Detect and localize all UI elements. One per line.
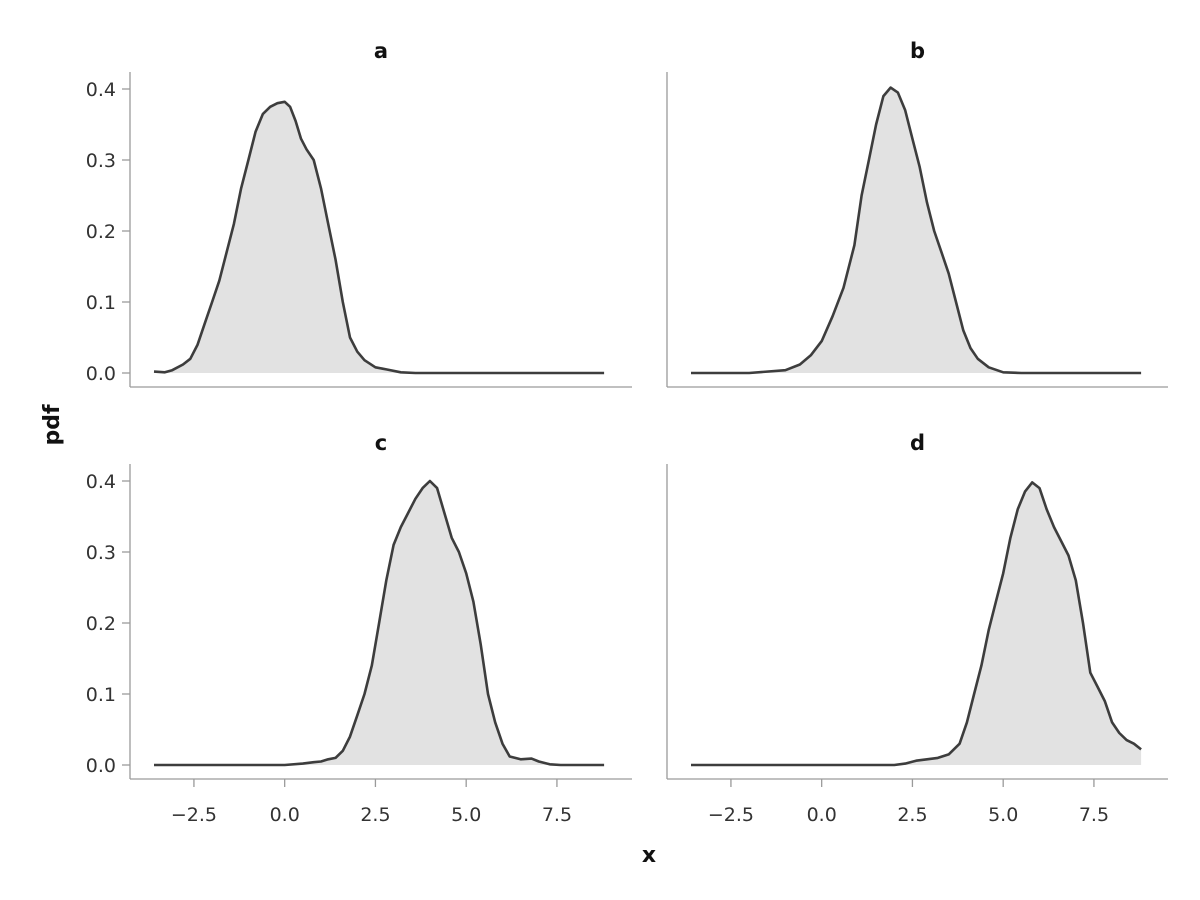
density-line — [691, 481, 1142, 767]
y-tick-label: 0.4 — [86, 79, 116, 101]
panel-title: a — [374, 39, 388, 63]
panel-a: a 0.0 0.1 0.2 0.3 0.4 — [86, 39, 632, 388]
density-area — [154, 481, 605, 765]
y-tick-label: 0.0 — [86, 363, 116, 385]
density-line — [154, 479, 605, 767]
y-tick-label: 0.2 — [86, 221, 116, 243]
density-area — [691, 482, 1142, 765]
x-tick-label: 7.5 — [542, 804, 572, 826]
density-area — [691, 87, 1142, 373]
x-tick-label: −2.5 — [171, 804, 217, 826]
panel-b: b — [666, 39, 1168, 388]
x-tick-label: 0.0 — [807, 804, 837, 826]
x-tick-label: 5.0 — [988, 804, 1018, 826]
x-tick-label: 2.5 — [360, 804, 390, 826]
y-tick-label: 0.1 — [86, 292, 116, 314]
y-tick-label: 0.4 — [86, 471, 116, 493]
x-tick-label: 7.5 — [1079, 804, 1109, 826]
density-line — [153, 100, 605, 375]
panel-title: d — [910, 431, 925, 455]
density-area — [154, 101, 605, 374]
panels: a 0.0 0.1 0.2 0.3 0.4 b c 0.0 0.1 0.2 0.3 0.4 −2.5 0.0… — [86, 39, 1168, 826]
x-tick-label: 2.5 — [897, 804, 927, 826]
panel-d: d −2.5 0.0 2.5 5.0 7.5 — [666, 431, 1168, 826]
x-axis-label: x — [642, 843, 656, 868]
y-tick-label: 0.2 — [86, 613, 116, 635]
y-tick-label: 0.1 — [86, 684, 116, 706]
density-line — [691, 86, 1142, 375]
x-tick-label: 0.0 — [270, 804, 300, 826]
panel-title: b — [910, 39, 925, 63]
y-axis-label: pdf — [40, 404, 65, 445]
y-tick-label: 0.3 — [86, 150, 116, 172]
panel-c: c 0.0 0.1 0.2 0.3 0.4 −2.5 0.0 2.5 5.0 7.5 — [86, 431, 632, 826]
y-tick-label: 0.0 — [86, 755, 116, 777]
x-tick-label: −2.5 — [708, 804, 754, 826]
y-tick-label: 0.3 — [86, 542, 116, 564]
panel-title: c — [375, 431, 387, 455]
x-tick-label: 5.0 — [451, 804, 481, 826]
